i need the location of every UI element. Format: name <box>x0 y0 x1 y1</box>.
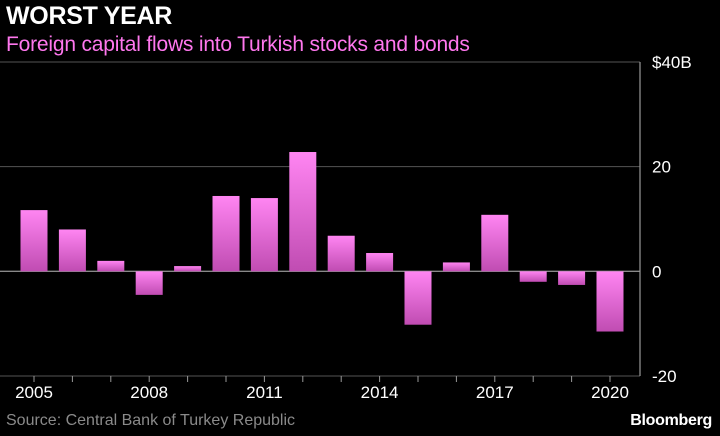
bar-2011 <box>250 198 278 272</box>
bar-2007 <box>97 260 125 272</box>
y-tick-label: 20 <box>652 158 671 177</box>
bar-2018 <box>519 271 547 282</box>
bar-2020 <box>596 271 624 332</box>
y-tick-label: 0 <box>652 262 661 281</box>
bar-2013 <box>327 235 355 272</box>
x-tick-label: 2005 <box>15 383 53 402</box>
bar-2015 <box>404 271 432 325</box>
bar-2012 <box>289 152 317 272</box>
bar-2019 <box>558 271 586 285</box>
bar-2010 <box>212 195 240 272</box>
gridlines <box>0 61 640 377</box>
x-tick-label: 2014 <box>361 383 399 402</box>
y-tick-label: $40B <box>652 53 692 72</box>
bloomberg-logo: Bloomberg <box>630 412 712 429</box>
x-tick-label: 2020 <box>591 383 629 402</box>
x-tick-label: 2017 <box>476 383 514 402</box>
bar-2014 <box>366 253 394 272</box>
chart-subtitle: Foreign capital flows into Turkish stock… <box>6 33 470 56</box>
bar-2016 <box>442 262 470 272</box>
y-tick-label: -20 <box>652 367 677 386</box>
bar-2005 <box>20 210 48 272</box>
bar-2008 <box>135 271 163 295</box>
x-tick-label: 2011 <box>246 383 283 402</box>
bar-2006 <box>58 229 86 272</box>
bar-2017 <box>481 214 509 272</box>
x-tick-label: 2008 <box>130 383 168 402</box>
axes: $40B 20 0 -20 2005 2008 2011 2014 2017 2020 <box>15 53 692 402</box>
source-note: Source: Central Bank of Turkey Republic <box>6 412 296 429</box>
bar-2009 <box>174 266 202 272</box>
chart-title: WORST YEAR <box>6 2 172 30</box>
bars <box>20 152 624 332</box>
